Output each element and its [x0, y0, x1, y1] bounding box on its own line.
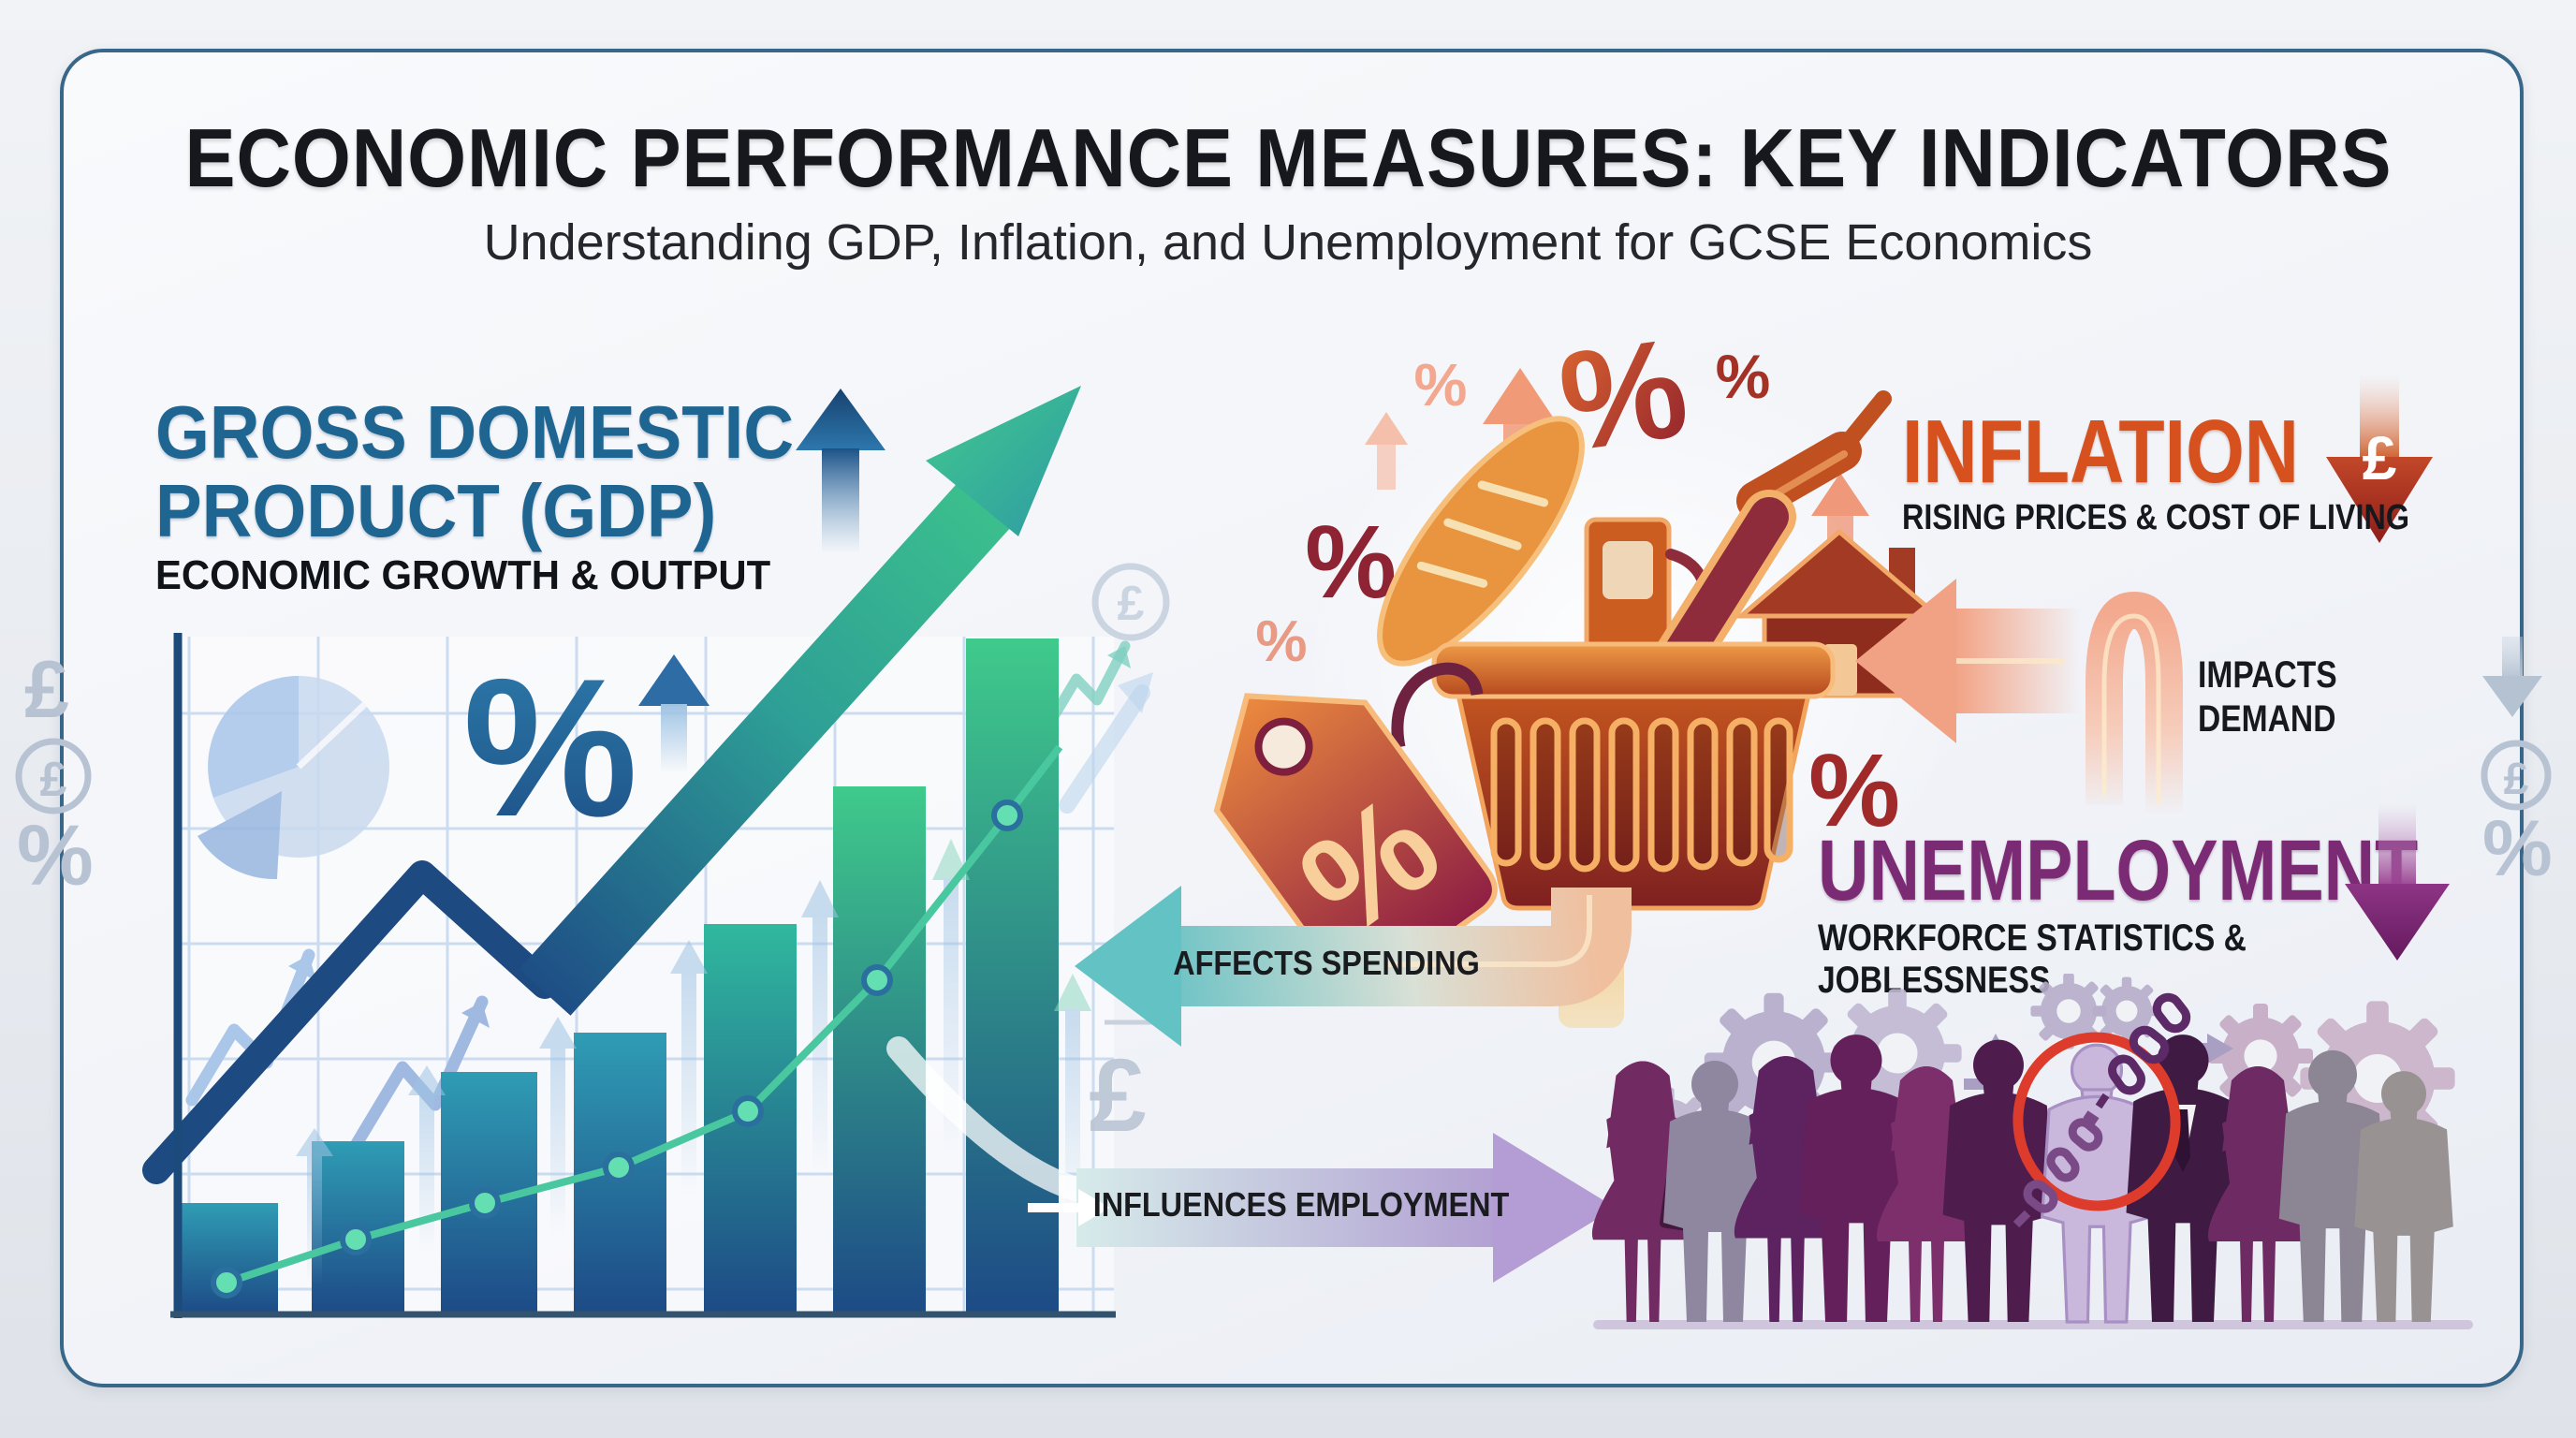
inflation-heading: INFLATION: [1902, 402, 2300, 502]
broken-chain-icon: [2012, 992, 2191, 1228]
affects-spending-label: AFFECTS SPENDING: [1173, 944, 1480, 982]
unemployment-down-arrow-icon: [2345, 803, 2450, 961]
unemployment-heading: UNEMPLOYMENT: [1818, 823, 2419, 918]
gdp-heading: GROSS DOMESTIC PRODUCT (GDP): [155, 390, 795, 552]
gdp-chart: %: [142, 386, 1172, 1318]
percent-up-arrow-icon: [638, 654, 710, 773]
left-pound-symbol: £: [24, 645, 69, 735]
pie-chart-icon: [198, 676, 389, 880]
percent-symbol: %: [1305, 505, 1397, 620]
arrow-head: [1493, 1133, 1616, 1283]
arrow-head: [1075, 886, 1181, 1047]
people-group: [1591, 1034, 2453, 1324]
swoosh-decoration: [886, 1036, 1107, 1206]
data-point: [469, 1187, 501, 1219]
inflation-down-arrow-icon: £: [2326, 374, 2433, 543]
impacts-demand-label: IMPACTS DEMAND: [2198, 654, 2337, 741]
gdp-bars: [181, 638, 1059, 1314]
data-point: [861, 964, 893, 996]
gdp-percent-symbol: %: [463, 638, 638, 858]
shopping-basket-icon: [1431, 641, 1836, 911]
page-title: ECONOMIC PERFORMANCE MEASURES: KEY INDIC…: [184, 111, 2392, 204]
growth-arrow-head: [926, 386, 1081, 536]
data-point: [340, 1224, 372, 1255]
percent-symbol: %: [1808, 733, 1900, 848]
data-point: [211, 1267, 242, 1299]
page-subtitle: Understanding GDP, Inflation, and Unempl…: [483, 214, 2093, 271]
influences-employment-arrow: [1028, 1133, 1616, 1283]
red-circle-highlight: [2012, 1032, 2181, 1211]
gdp-up-arrow-icon: [796, 389, 886, 553]
left-coin-icon: £: [15, 738, 92, 814]
svg-text:£: £: [1118, 577, 1145, 631]
percent-symbol: %: [1414, 351, 1468, 418]
data-point: [991, 800, 1023, 831]
inflation-subheading: RISING PRICES & COST OF LIVING: [1902, 498, 2409, 537]
right-coin-icon: £: [2481, 740, 2552, 811]
tag-string: [1391, 662, 1484, 749]
right-down-arrow-icon: [2482, 637, 2542, 717]
data-point: [732, 1095, 764, 1127]
svg-text:£: £: [2504, 755, 2529, 804]
pound-symbol: £: [1089, 1038, 1146, 1153]
svg-text:£: £: [40, 753, 67, 807]
coin-icon: £: [1091, 563, 1170, 641]
influences-employment-label: INFLUENCES EMPLOYMENT: [1092, 1185, 1510, 1224]
data-line: [211, 744, 1063, 1299]
impacts-demand-arrow: [1855, 579, 2183, 814]
affects-spending-arrow: [1075, 886, 1632, 1047]
data-point: [603, 1152, 635, 1183]
inflation-basket-art: % % % % % % %: [1213, 309, 1970, 1028]
right-percent-symbol: %: [2482, 804, 2553, 892]
growth-arrow-shaft: [519, 473, 1018, 1016]
arrow-shaft: [1076, 1168, 1498, 1247]
percent-symbol: %: [1255, 609, 1307, 674]
unemployment-subheading: WORKFORCE STATISTICS & JOBLESSNESS: [1818, 917, 2247, 1001]
bar: [966, 638, 1059, 1314]
workforce-art: [1591, 974, 2473, 1329]
left-percent-symbol: %: [17, 808, 94, 903]
percent-symbol: %: [1716, 342, 1771, 411]
arrow-head: [1855, 579, 1956, 743]
ground-line: [1593, 1320, 2473, 1329]
gdp-subheading: ECONOMIC GROWTH & OUTPUT: [155, 552, 771, 598]
pound-symbol: £: [2363, 423, 2397, 492]
bread-icon: [1377, 416, 1585, 667]
